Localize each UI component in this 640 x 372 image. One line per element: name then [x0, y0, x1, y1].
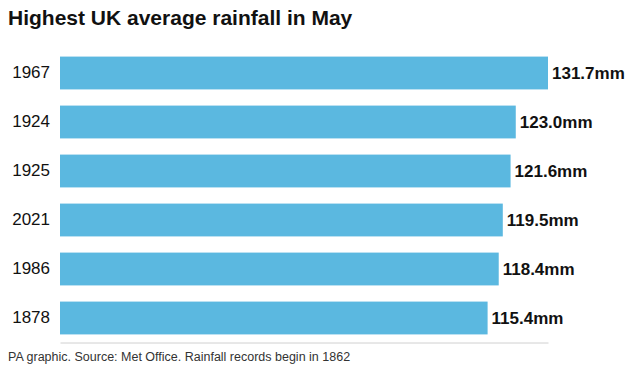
- bar: [60, 253, 499, 286]
- tick: 1967: [12, 63, 60, 82]
- value-axis: [61, 343, 549, 344]
- bar: [60, 57, 548, 90]
- bar: [60, 204, 503, 237]
- bar: [60, 106, 516, 139]
- data-label: 121.6mm: [515, 162, 588, 181]
- bar: [60, 155, 511, 188]
- tick-label: 1986: [12, 259, 50, 278]
- data-label: 118.4mm: [503, 260, 575, 279]
- chart: Highest UK average rainfall in May196719…: [0, 0, 640, 372]
- category-axis: 1967 1924 1925 2021 1986 1878: [12, 63, 60, 327]
- tick: 1925: [12, 161, 60, 180]
- tick: 2021: [12, 210, 60, 229]
- tick: 1878: [12, 308, 60, 327]
- tick-label: 1924: [12, 112, 50, 131]
- data-label: 119.5mm: [507, 211, 579, 230]
- data-label: 123.0mm: [520, 113, 593, 132]
- tick: 1986: [12, 259, 60, 278]
- title: Highest UK average rainfall in May: [8, 6, 353, 29]
- tick: 1924: [12, 112, 60, 131]
- data-labels: 131.7mm 123.0mm 121.6mm 119.5mm 118.4mm 115.4…: [492, 64, 625, 328]
- data-label: 115.4mm: [492, 309, 564, 328]
- tick-label: 1967: [12, 63, 50, 82]
- tick-label: 1878: [12, 308, 50, 327]
- tick-label: 2021: [12, 210, 50, 229]
- data-label: 131.7mm: [552, 64, 625, 83]
- bars: [60, 57, 548, 335]
- tick-label: 1925: [12, 161, 50, 180]
- axis-line: [61, 343, 549, 344]
- annotation: PA graphic. Source: Met Office. Rainfall…: [8, 350, 350, 364]
- bar: [60, 302, 488, 335]
